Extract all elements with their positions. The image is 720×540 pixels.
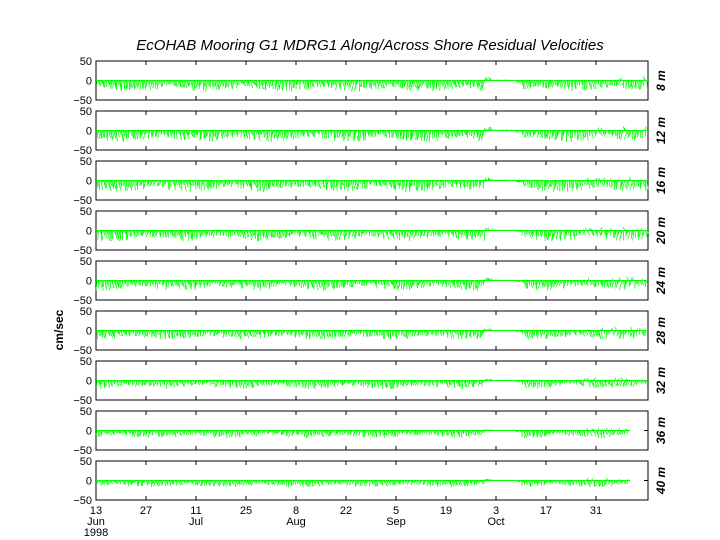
- y-tick-label: 50: [80, 56, 92, 68]
- panel-8m: 50 0 −50 8 m: [73, 56, 668, 107]
- chart-title: EcOHAB Mooring G1 MDRG1 Along/Across Sho…: [136, 37, 604, 54]
- stick-series: [96, 126, 648, 142]
- velocity-sticks: [95, 276, 648, 291]
- velocity-sticks: [96, 126, 648, 142]
- y-tick-label: 0: [86, 76, 92, 88]
- panel-36m: 50 0 −50 36 m: [73, 406, 668, 457]
- y-tick-label: 0: [86, 476, 92, 488]
- depth-label: 40 m: [654, 466, 668, 495]
- y-tick-label: 0: [86, 126, 92, 138]
- x-tick-day: 11: [190, 505, 201, 517]
- panel-20m: 50 0 −50 20 m: [73, 206, 668, 257]
- x-tick-month: Aug: [286, 516, 306, 528]
- velocity-sticks: [96, 226, 650, 242]
- y-tick-label: −50: [73, 95, 92, 107]
- x-tick-day: 19: [440, 505, 452, 517]
- panel-16m: 50 0 −50 16 m: [73, 156, 668, 207]
- y-tick-label: 0: [86, 276, 92, 288]
- x-tick-day: 27: [140, 505, 152, 517]
- velocity-sticks: [96, 477, 630, 488]
- x-tick-day: 25: [240, 505, 252, 517]
- x-tick-year: 1998: [84, 527, 108, 539]
- depth-label: 32 m: [654, 366, 668, 394]
- depth-label: 12 m: [654, 116, 668, 144]
- y-tick-label: 0: [86, 376, 92, 388]
- panel-24m: 50 0 −50 24 m: [73, 256, 668, 307]
- panel-32m: 50 0 −50 32 m: [73, 356, 668, 407]
- depth-label: 16 m: [654, 166, 668, 194]
- y-tick-label: 50: [80, 406, 92, 418]
- y-tick-label: 0: [86, 176, 92, 188]
- depth-label: 8 m: [654, 70, 668, 91]
- y-tick-label: 50: [80, 306, 92, 318]
- x-tick-day: 31: [590, 505, 602, 517]
- depth-label: 24 m: [654, 266, 668, 295]
- stick-series: [95, 276, 648, 291]
- stick-series: [95, 427, 630, 439]
- stick-series: [96, 176, 649, 193]
- y-tick-label: 0: [86, 226, 92, 238]
- y-tick-label: 50: [80, 356, 92, 368]
- y-tick-label: 50: [80, 256, 92, 268]
- x-tick-day: 5: [393, 505, 399, 517]
- velocity-sticks: [96, 326, 649, 340]
- panel-28m: 50 0 −50 28 m: [73, 306, 668, 357]
- y-tick-label: −50: [73, 295, 92, 307]
- stick-series: [96, 326, 649, 340]
- x-tick-month: Jul: [189, 516, 203, 528]
- y-tick-label: −50: [73, 245, 92, 257]
- depth-label: 36 m: [654, 416, 668, 444]
- y-tick-label: 0: [86, 326, 92, 338]
- x-tick-month: Oct: [487, 516, 504, 528]
- y-tick-label: −50: [73, 495, 92, 507]
- panel-40m: 50 0 −50 40 m: [73, 456, 668, 507]
- velocity-sticks: [96, 377, 648, 390]
- y-axis-label: cm/sec: [52, 309, 66, 350]
- y-tick-label: 50: [80, 156, 92, 168]
- x-tick-day: 13: [90, 505, 102, 517]
- y-tick-label: 50: [80, 456, 92, 468]
- x-tick-day: 8: [293, 505, 299, 517]
- stick-series: [96, 477, 630, 488]
- stick-series: [96, 226, 650, 242]
- x-tick-month: Jun: [87, 516, 105, 528]
- y-tick-label: −50: [73, 345, 92, 357]
- velocity-sticks: [95, 427, 630, 439]
- y-tick-label: 50: [80, 106, 92, 118]
- x-tick-month: Sep: [386, 516, 406, 528]
- y-tick-label: −50: [73, 195, 92, 207]
- velocity-sticks: [96, 176, 649, 193]
- depth-label: 28 m: [654, 316, 668, 345]
- panel-12m: 50 0 −50 12 m: [73, 106, 668, 157]
- x-tick-day: 22: [340, 505, 352, 517]
- y-tick-label: −50: [73, 145, 92, 157]
- x-tick-day: 17: [540, 505, 552, 517]
- x-tick-day: 3: [493, 505, 499, 517]
- y-tick-label: −50: [73, 395, 92, 407]
- velocity-sticks: [96, 76, 648, 92]
- y-tick-label: 0: [86, 426, 92, 438]
- stick-series: [96, 76, 648, 92]
- y-tick-label: −50: [73, 445, 92, 457]
- stick-series: [96, 377, 648, 390]
- y-tick-label: 50: [80, 206, 92, 218]
- depth-label: 20 m: [654, 216, 668, 245]
